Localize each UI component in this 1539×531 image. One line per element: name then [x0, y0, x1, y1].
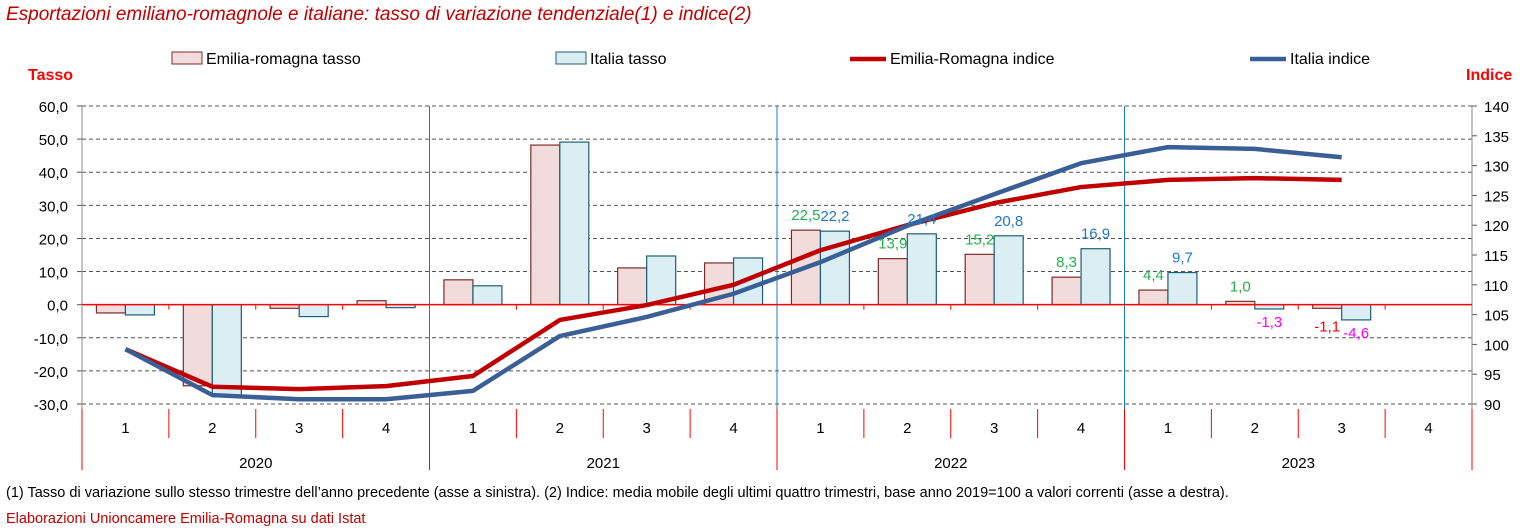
left-axis-title: Tasso	[28, 67, 73, 84]
left-axis-tick-label: 10,0	[39, 265, 68, 282]
left-axis-tick-label: -20,0	[34, 364, 68, 381]
data-label: 22,5	[791, 207, 820, 224]
quarter-label: 1	[121, 420, 129, 437]
bar-italia-tasso	[906, 233, 937, 306]
legend-label: Emilia-Romagna indice	[890, 51, 1055, 68]
data-label: 21,4	[907, 211, 936, 228]
left-axis-tick-label: 20,0	[39, 231, 68, 248]
quarter-label: 3	[295, 420, 303, 437]
right-axis-tick-label: 120	[1484, 218, 1509, 235]
right-axis-tick-label: 125	[1484, 188, 1509, 205]
bar-italia-tasso	[211, 304, 242, 398]
left-axis-tick-label: 40,0	[39, 165, 68, 182]
chart: 60,0 50,0 40,0 30,0 20,0 10,0 0,0 -10,0 -20,0 -30…	[28, 51, 1512, 472]
left-axis-tick-label: 30,0	[39, 198, 68, 215]
right-axis-tick-label: 105	[1484, 308, 1509, 325]
quarter-label: 2	[903, 420, 911, 437]
source-note: Elaborazioni Unioncamere Emilia-Romagna …	[6, 511, 366, 527]
data-label: 15,2	[965, 231, 994, 248]
data-label: 4,4	[1143, 267, 1164, 284]
line-emilia-romagna-indice	[124, 175, 1342, 392]
bar-emilia-romagna-tasso	[964, 253, 995, 306]
quarter-label: 2	[208, 420, 216, 437]
quarter-label: 4	[1077, 420, 1085, 437]
quarter-label: 2	[556, 420, 564, 437]
year-label: 2022	[934, 455, 967, 472]
data-label: 9,7	[1172, 250, 1193, 267]
footnote: (1) Tasso di variazione sullo stesso tri…	[6, 485, 1229, 501]
right-axis-tick-label: 140	[1484, 99, 1509, 116]
quarter-label: 3	[990, 420, 998, 437]
quarter-label: 4	[729, 420, 737, 437]
right-axis-tick-label: 135	[1484, 129, 1509, 146]
year-label: 2023	[1282, 455, 1315, 472]
bar-italia-tasso	[472, 285, 503, 306]
bar-emilia-romagna-tasso	[443, 279, 474, 306]
bar-italia-tasso	[559, 141, 590, 306]
right-axis-tick-label: 90	[1484, 397, 1501, 414]
quarter-label: 4	[1424, 420, 1432, 437]
quarter-label: 1	[816, 420, 824, 437]
quarter-label: 1	[1164, 420, 1172, 437]
data-label: -4,6	[1343, 325, 1369, 342]
bar-italia-tasso	[1080, 248, 1111, 306]
bar-italia-tasso	[1341, 304, 1372, 321]
bar-emilia-romagna-tasso	[1051, 276, 1082, 306]
left-axis-tick-label: 50,0	[39, 132, 68, 149]
right-axis-tick-label: 115	[1484, 248, 1508, 265]
line-italia-indice	[124, 144, 1342, 402]
data-label: 22,2	[820, 208, 849, 225]
bar-emilia-romagna-tasso	[95, 304, 127, 314]
legend-swatch	[555, 51, 587, 65]
legend-label: Italia indice	[1290, 51, 1370, 68]
bar-italia-tasso	[1167, 271, 1198, 306]
year-label: 2020	[239, 455, 272, 472]
left-axis-tick-label: -10,0	[34, 331, 68, 348]
quarter-label: 4	[382, 420, 390, 437]
bar-emilia-romagna-tasso	[877, 258, 908, 306]
quarter-label: 3	[643, 420, 651, 437]
right-axis-tick-label: 100	[1484, 337, 1509, 354]
data-label: 13,9	[878, 236, 907, 253]
year-label: 2021	[587, 455, 620, 472]
left-axis-tick-label: 0,0	[47, 298, 68, 315]
bar-emilia-romagna-tasso	[530, 144, 561, 306]
left-axis-tick-label: 60,0	[39, 99, 68, 116]
bar-italia-tasso	[646, 255, 677, 306]
data-label: 1,0	[1230, 278, 1251, 295]
legend-label: Italia tasso	[590, 51, 667, 68]
bar-emilia-romagna-tasso	[182, 304, 213, 387]
quarter-label: 2	[1251, 420, 1259, 437]
data-label: 20,8	[994, 213, 1023, 230]
data-label: 16,9	[1081, 226, 1110, 243]
right-axis-tick-label: 95	[1484, 367, 1501, 384]
bar-emilia-romagna-tasso	[617, 267, 648, 306]
legend-label: Emilia-romagna tasso	[206, 51, 361, 68]
chart-title: Esportazioni emiliano-romagnole e italia…	[6, 4, 752, 25]
bar-italia-tasso	[993, 235, 1024, 306]
right-axis-title: Indice	[1466, 67, 1512, 84]
left-axis-tick-label: -30,0	[34, 397, 68, 414]
right-axis-tick-label: 110	[1484, 278, 1508, 295]
data-label: 8,3	[1056, 254, 1077, 271]
right-axis-tick-label: 130	[1484, 159, 1509, 176]
bar-italia-tasso	[124, 304, 156, 316]
bar-emilia-romagna-tasso	[1138, 289, 1169, 306]
legend-swatch	[171, 51, 203, 65]
data-label: -1,3	[1256, 314, 1282, 331]
bar-italia-tasso	[298, 304, 329, 318]
quarter-label: 3	[1338, 420, 1346, 437]
quarter-label: 1	[469, 420, 477, 437]
data-label: -1,1	[1314, 319, 1340, 336]
